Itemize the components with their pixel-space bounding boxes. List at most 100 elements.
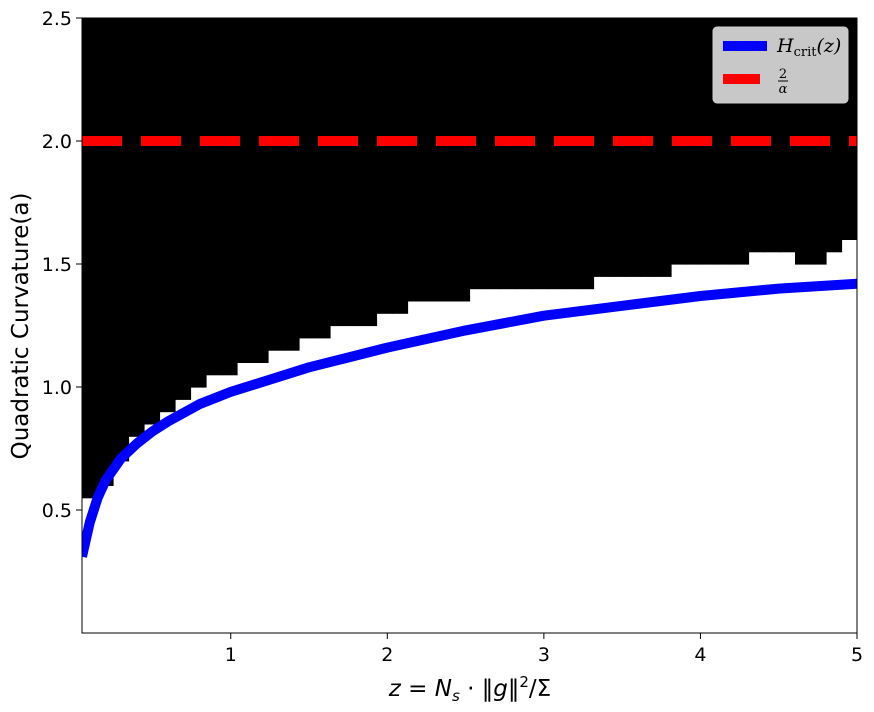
heatmap-cell [113,276,130,290]
legend-label-two-over-alpha: 2 α [778,67,788,97]
heatmap-cell [531,202,548,216]
heatmap-cell [469,79,486,93]
heatmap-cell [299,227,316,240]
heatmap-cell [237,276,254,290]
heatmap-cell [392,79,409,93]
heatmap-cell [454,264,471,277]
heatmap-cell [144,42,161,56]
heatmap-cell [454,116,471,130]
series-line-hcrit [82,278,857,558]
heatmap-cell [113,264,130,277]
heatmap-cell [469,202,486,216]
heatmap-cell [144,264,161,277]
heatmap-cell [748,104,765,117]
heatmap-cell [593,18,610,31]
heatmap-cell [500,177,517,191]
heatmap-cell [423,276,440,290]
heatmap-cell [717,214,734,228]
heatmap-cell [159,30,176,44]
x-tick-label: 5 [851,644,863,666]
heatmap-cell [252,313,269,327]
heatmap-cell [175,227,192,240]
heatmap-cell [423,153,440,167]
heatmap-cell [144,153,161,167]
heatmap-cell [97,448,114,462]
heatmap-cell [841,227,857,240]
heatmap-cell [454,54,471,68]
heatmap-cell [128,128,145,142]
heatmap-cell [221,313,238,327]
heatmap-cell [82,374,99,388]
heatmap-cell [593,116,610,130]
heatmap-cell [361,141,378,154]
heatmap-cell [113,350,130,363]
heatmap-cell [686,177,703,191]
heatmap-cell [376,54,393,68]
heatmap-cell [113,91,130,105]
heatmap-cell [221,202,238,216]
heatmap-cell [562,264,579,277]
heatmap-cell [407,42,424,56]
heatmap-cell [655,264,672,277]
heatmap-cell [159,264,176,277]
heatmap-cell [531,128,548,142]
heatmap-cell [190,165,207,179]
heatmap-cell [175,42,192,56]
heatmap-cell [810,239,827,253]
heatmap-cell [345,30,362,44]
heatmap-cell [500,30,517,44]
heatmap-cell [128,288,145,302]
heatmap-cell [516,30,533,44]
heatmap-cell [190,313,207,327]
heatmap-cell [826,141,843,154]
heatmap-cell [97,288,114,302]
heatmap-cell [97,423,114,437]
heatmap-cell [330,177,347,191]
heatmap-cell [717,128,734,142]
heatmap-cell [206,67,223,81]
heatmap-cell [500,79,517,93]
heatmap-cell [392,214,409,228]
heatmap-cell [283,227,300,240]
heatmap-cell [655,79,672,93]
heatmap-cell [361,18,378,31]
heatmap-cell [423,214,440,228]
heatmap-cell [376,214,393,228]
heatmap-cell [826,190,843,204]
heatmap-cell [299,128,316,142]
heatmap-cell [562,165,579,179]
heatmap-cell [330,288,347,302]
heatmap-cell [438,202,455,216]
heatmap-cell [562,239,579,253]
heatmap-cell [330,104,347,117]
heatmap-cell [97,30,114,44]
heatmap-cell [144,214,161,228]
heatmap-cell [82,251,99,265]
heatmap-cell [578,104,595,117]
heatmap-cell [826,116,843,130]
heatmap-cell [376,42,393,56]
heatmap-cell [283,104,300,117]
heatmap-cell [593,153,610,167]
heatmap-cell [640,202,657,216]
heatmap-cell [97,42,114,56]
heatmap-cell [144,300,161,314]
heatmap-cell [407,18,424,31]
heatmap-cell [438,79,455,93]
heatmap-cell [469,104,486,117]
heatmap-cell [562,67,579,81]
heatmap-cell [500,42,517,56]
heatmap-cell [113,67,130,81]
heatmap-cell [268,288,285,302]
heatmap-cell [423,116,440,130]
heatmap-cell [376,177,393,191]
heatmap-cell [438,177,455,191]
heatmap-cell [671,30,688,44]
heatmap-cell [97,436,114,450]
heatmap-cell [97,104,114,117]
heatmap-cell [159,42,176,56]
heatmap-cell [423,165,440,179]
heatmap-cell [640,239,657,253]
heatmap-cell [144,362,161,376]
heatmap-cell [82,79,99,93]
